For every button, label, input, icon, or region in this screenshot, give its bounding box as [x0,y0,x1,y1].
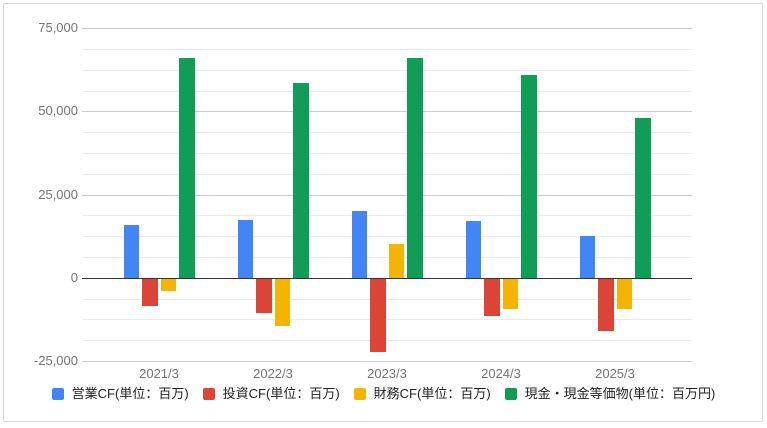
legend-swatch-icon [202,387,215,400]
legend-item-series0: 営業CF(単位：百万) [51,386,189,401]
bar-series3-2024/3[interactable] [521,74,537,278]
bar-series0-2024/3[interactable] [465,221,481,278]
legend-label: 現金・現金等価物(単位：百万円) [524,386,716,401]
bar-series1-2025/3[interactable] [598,277,614,331]
y-axis-tick-label: 50,000 [38,103,78,119]
bar-series0-2022/3[interactable] [237,219,253,278]
bar-series1-2021/3[interactable] [142,277,158,306]
minor-gridline [82,340,692,342]
bar-series3-2021/3[interactable] [179,58,195,278]
legend-item-series1: 投資CF(単位：百万) [202,386,340,401]
bar-series2-2025/3[interactable] [616,277,632,310]
minor-gridline [82,298,692,300]
legend-swatch-icon [51,387,64,400]
legend-item-series2: 財務CF(単位：百万) [353,386,491,401]
legend-item-series3: 現金・現金等価物(単位：百万円) [504,386,716,401]
bar-series3-2025/3[interactable] [635,118,651,278]
x-axis-category-label: 2023/3 [367,366,407,381]
bar-series2-2022/3[interactable] [274,277,290,326]
y-axis-tick-label: 75,000 [38,20,78,36]
x-axis-category-label: 2025/3 [595,366,635,381]
x-axis-category-label: 2021/3 [139,366,179,381]
minor-gridline [82,256,692,258]
minor-gridline [82,49,692,50]
bar-series3-2022/3[interactable] [293,83,309,278]
bar-series2-2021/3[interactable] [160,277,176,291]
bar-series1-2023/3[interactable] [370,277,386,353]
major-gridline [82,111,692,113]
major-gridline [82,360,692,362]
major-gridline [82,194,692,196]
x-axis-category-label: 2024/3 [481,366,521,381]
y-axis-tick-label: 25,000 [38,186,78,202]
x-axis-zero-line [82,277,692,279]
minor-gridline [82,90,692,92]
bar-series0-2021/3[interactable] [123,224,139,278]
bar-series1-2024/3[interactable] [484,277,500,316]
bar-series2-2024/3[interactable] [502,277,518,310]
y-axis-tick-label: -25,000 [33,352,78,368]
bar-series0-2023/3[interactable] [351,211,367,278]
minor-gridline [82,153,692,154]
bar-series1-2022/3[interactable] [256,277,272,313]
minor-gridline [82,132,692,134]
minor-gridline [82,173,692,175]
minor-gridline [82,69,692,71]
legend-label: 財務CF(単位：百万) [373,386,491,401]
legend-label: 投資CF(単位：百万) [222,386,340,401]
minor-gridline [82,236,692,238]
legend: 営業CF(単位：百万) 投資CF(単位：百万) 財務CF(単位：百万) 現金・現金等価… [0,386,767,401]
bar-series2-2023/3[interactable] [388,244,404,278]
minor-gridline [82,215,692,217]
legend-swatch-icon [353,387,366,400]
y-axis-tick-label: 0 [70,269,78,285]
legend-swatch-icon [504,387,517,400]
x-axis-category-label: 2022/3 [253,366,293,381]
minor-gridline [82,319,692,321]
legend-label: 営業CF(単位：百万) [71,386,189,401]
bar-series3-2023/3[interactable] [407,58,423,278]
major-gridline [82,28,692,30]
bar-series0-2025/3[interactable] [579,236,595,278]
